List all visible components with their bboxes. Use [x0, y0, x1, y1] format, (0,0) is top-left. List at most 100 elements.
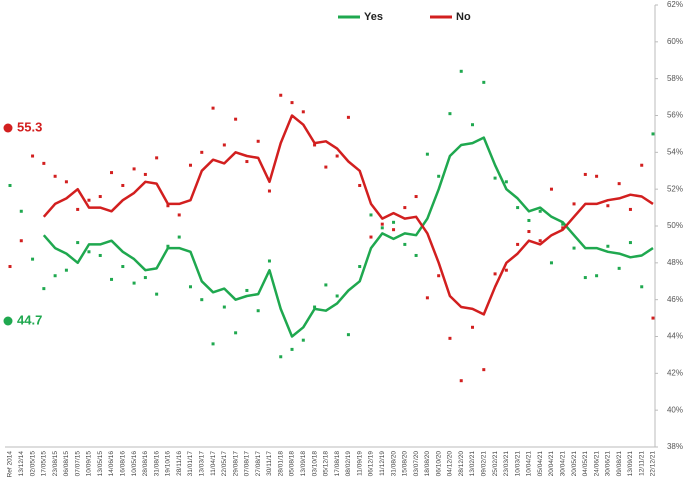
x-tick-label: 06/12/19: [368, 451, 375, 477]
legend-label: Yes: [364, 11, 383, 23]
poll-point: [110, 171, 114, 175]
x-tick-label: 13/03/17: [198, 451, 205, 477]
poll-point: [188, 285, 192, 289]
poll-point: [98, 253, 102, 257]
x-tick-label: 28/08/16: [142, 451, 149, 477]
poll-point: [471, 123, 475, 127]
poll-point: [504, 180, 508, 184]
poll-point: [628, 207, 632, 211]
poll-point: [403, 206, 407, 210]
x-tick-label: 25/02/21: [492, 451, 499, 477]
poll-point: [256, 139, 260, 143]
poll-point: [358, 265, 362, 269]
poll-point: [8, 183, 12, 187]
x-tick-label: 16/08/16: [120, 451, 127, 477]
poll-point: [19, 239, 23, 243]
poll-point: [425, 296, 429, 300]
x-tick-label: 27/08/17: [255, 451, 262, 477]
poll-point: [583, 276, 587, 280]
poll-point: [572, 202, 576, 206]
x-tick-label: 31/08/20: [390, 451, 397, 477]
poll-point: [222, 305, 226, 309]
poll-point: [267, 189, 271, 193]
legend-label: No: [456, 11, 471, 23]
x-tick-label: 29/08/17: [232, 451, 239, 477]
y-tick-label: 44%: [667, 332, 683, 341]
poll-point: [31, 154, 35, 158]
x-tick-label: 08/02/19: [345, 451, 352, 477]
poll-point: [200, 150, 204, 154]
poll-point: [527, 230, 531, 234]
poll-point: [143, 276, 147, 280]
x-tick-label: 23/03/21: [503, 451, 510, 477]
poll-point: [358, 183, 362, 187]
poll-point: [53, 274, 57, 278]
x-tick-label: 09/08/21: [616, 451, 623, 477]
y-tick-label: 48%: [667, 258, 683, 267]
x-tick-label: 30/04/21: [559, 451, 566, 477]
x-tick-label: 30/06/21: [605, 451, 612, 477]
poll-point: [301, 110, 305, 114]
y-tick-label: 38%: [667, 442, 683, 451]
latest-dot: [3, 316, 13, 326]
poll-point: [549, 187, 553, 191]
poll-point: [482, 80, 486, 84]
y-tick-label: 60%: [667, 37, 683, 46]
poll-point: [211, 106, 215, 110]
poll-point: [448, 112, 452, 116]
poll-point: [640, 285, 644, 289]
poll-point: [392, 228, 396, 232]
poll-point: [132, 167, 136, 171]
poll-point: [572, 246, 576, 250]
x-tick-label: 04/05/21: [582, 451, 589, 477]
y-tick-label: 56%: [667, 111, 683, 120]
y-tick-label: 42%: [667, 368, 683, 377]
x-tick-label: 24/06/21: [593, 451, 600, 477]
x-tick-label: 15/08/20: [402, 451, 409, 477]
x-tick-label: 17/08/18: [334, 451, 341, 477]
poll-point: [19, 209, 23, 213]
poll-point: [132, 281, 136, 285]
x-tick-label: 19/10/16: [165, 451, 172, 477]
poll-point: [380, 226, 384, 230]
x-tick-label: 28/11/16: [176, 451, 183, 476]
latest-dot: [3, 123, 13, 133]
poll-point: [155, 292, 159, 296]
poll-point: [448, 336, 452, 340]
poll-point: [211, 342, 215, 346]
series-line: [42, 114, 654, 316]
x-tick-label: 06/10/20: [435, 451, 442, 477]
x-tick-label: 28/01/18: [277, 451, 284, 477]
y-tick-label: 40%: [667, 405, 683, 414]
series-line: [42, 136, 654, 338]
poll-point: [143, 172, 147, 176]
poll-point: [222, 143, 226, 147]
poll-point: [76, 241, 80, 245]
poll-point: [290, 101, 294, 105]
poll-point: [166, 244, 170, 248]
x-tick-label: Ref 2014: [7, 451, 14, 478]
poll-point: [606, 244, 610, 248]
poll-point: [121, 183, 125, 187]
poll-point: [346, 115, 350, 119]
x-tick-label: 17/05/15: [41, 451, 48, 477]
poll-point: [234, 331, 238, 335]
poll-point: [53, 174, 57, 178]
poll-point: [595, 274, 599, 278]
poll-point: [437, 274, 441, 278]
poll-point: [493, 176, 497, 180]
poll-point: [346, 333, 350, 337]
x-tick-label: 30/11/17: [266, 451, 273, 476]
x-tick-label: 13/05/15: [97, 451, 104, 477]
x-tick-label: 31/01/17: [187, 451, 194, 477]
poll-point: [64, 268, 68, 272]
poll-point: [313, 143, 317, 147]
poll-point: [425, 152, 429, 156]
poll-point: [640, 163, 644, 167]
poll-point: [651, 132, 655, 136]
poll-point: [369, 213, 373, 217]
x-tick-label: 13/09/21: [627, 451, 634, 477]
x-tick-label: 20/04/21: [548, 451, 555, 477]
poll-point: [437, 174, 441, 178]
